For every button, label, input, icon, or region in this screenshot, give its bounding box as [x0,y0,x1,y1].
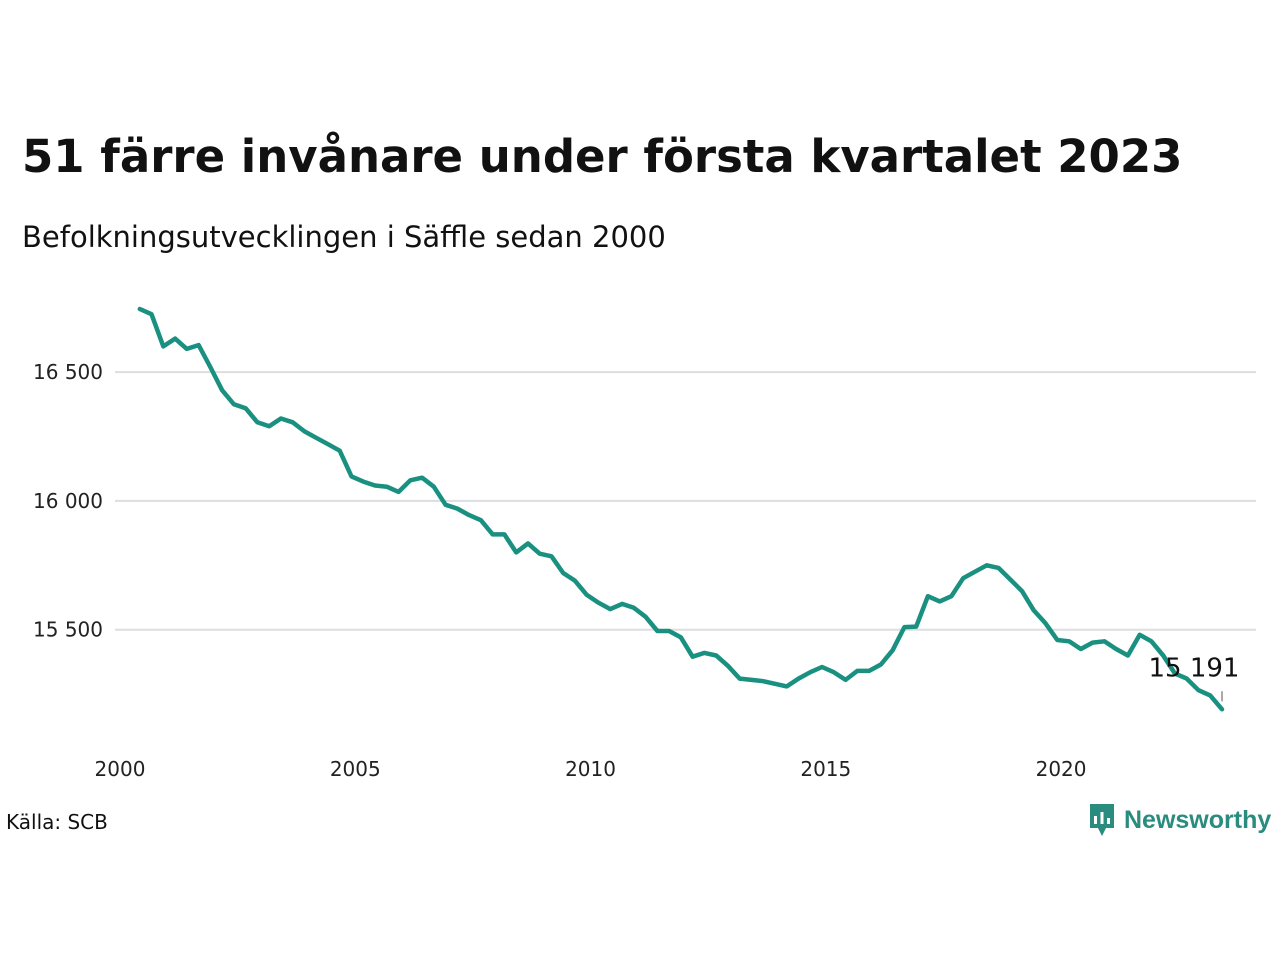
x-tick-label: 2015 [800,757,851,781]
x-tick-label: 2005 [330,757,381,781]
y-tick-label: 16 000 [33,489,103,513]
newsworthy-logo-icon [1090,804,1114,836]
chart-subtitle: Befolkningsutvecklingen i Säffle sedan 2… [22,220,666,254]
end-value-label: 15 191 [1149,653,1240,683]
brand-logo-block: Newsworthy [1088,802,1271,838]
x-tick-label: 2000 [95,757,146,781]
y-tick-label: 15 500 [33,618,103,642]
grid-lines [115,371,1256,631]
population-line [137,306,1225,712]
x-tick-label: 2010 [565,757,616,781]
brand-name: Newsworthy [1124,805,1272,834]
source-note: Källa: SCB [6,810,108,834]
x-tick-label: 2020 [1036,757,1087,781]
x-axis-ticks: 2000 2005 2010 2015 2020 [95,757,1087,781]
chart-title: 51 färre invånare under första kvartalet… [22,130,1183,183]
y-axis-ticks: 15 500 16 000 16 500 [33,360,103,642]
y-tick-label: 16 500 [33,360,103,384]
